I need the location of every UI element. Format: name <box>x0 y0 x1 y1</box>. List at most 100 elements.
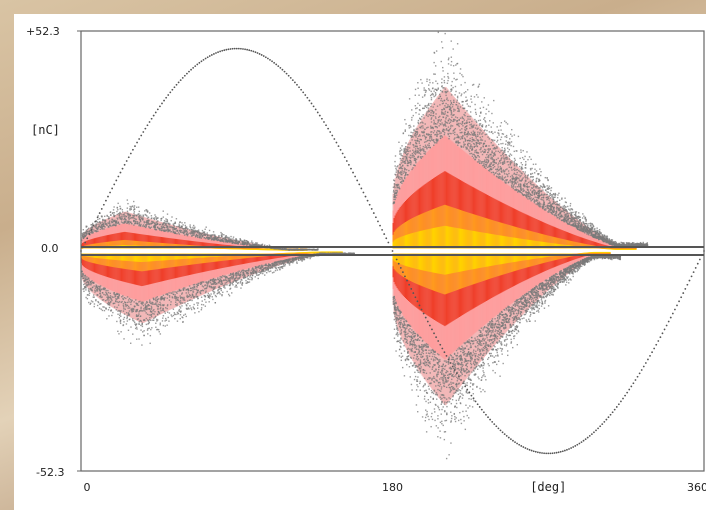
scatter-point <box>155 299 157 302</box>
scatter-point <box>198 233 200 235</box>
scatter-point <box>96 221 98 223</box>
scatter-point <box>107 297 109 299</box>
scatter-point <box>117 221 120 224</box>
scatter-point <box>218 291 220 294</box>
scatter-point <box>262 268 264 271</box>
scatter-point <box>98 223 100 226</box>
scatter-point <box>132 310 135 313</box>
scatter-point <box>279 268 281 270</box>
scatter-point <box>85 281 87 283</box>
scatter-point <box>119 319 122 321</box>
scatter-point <box>113 206 115 208</box>
scatter-point <box>127 299 130 301</box>
scatter-point <box>118 295 120 297</box>
scatter-point <box>176 311 179 314</box>
scatter-point <box>157 307 159 310</box>
scatter-point <box>241 281 244 284</box>
scatter-point <box>223 240 225 243</box>
scatter-point <box>236 273 239 275</box>
scatter-point <box>244 274 246 276</box>
scatter-point <box>92 301 94 303</box>
scatter-point <box>192 287 194 290</box>
scatter-point <box>98 307 101 310</box>
scatter-point <box>275 263 278 265</box>
scatter-point <box>197 302 200 304</box>
scatter-point <box>136 220 139 223</box>
scatter-point <box>135 214 138 217</box>
scatter-point <box>206 234 209 237</box>
scatter-point <box>186 305 188 307</box>
scatter-point <box>293 249 295 251</box>
scatter-point <box>175 218 178 220</box>
scatter-point <box>220 239 222 241</box>
scatter-point <box>147 319 149 321</box>
scatter-point <box>94 226 97 229</box>
scatter-point <box>112 296 114 298</box>
scatter-point <box>99 226 102 228</box>
scatter-point <box>228 237 230 240</box>
scatter-point <box>130 303 132 306</box>
scatter-point <box>159 229 161 231</box>
scatter-point <box>208 229 211 232</box>
scatter-point <box>127 307 129 309</box>
scatter-point <box>229 241 232 243</box>
scatter-point <box>196 286 198 288</box>
scatter-point <box>232 280 234 283</box>
scatter-point <box>131 307 133 310</box>
scatter-point <box>193 286 195 288</box>
scatter-point <box>203 237 205 239</box>
scatter-point <box>173 222 176 225</box>
scatter-point <box>121 300 123 303</box>
scatter-point <box>265 269 267 272</box>
scatter-point <box>204 291 207 294</box>
scatter-point <box>116 207 119 209</box>
scatter-point <box>179 314 182 316</box>
scatter-point <box>220 240 222 242</box>
scatter-point <box>157 217 159 219</box>
scatter-point <box>136 302 139 305</box>
scatter-point <box>112 212 114 214</box>
scatter-point <box>258 244 261 247</box>
scatter-point <box>239 276 241 279</box>
scatter-point <box>156 318 158 321</box>
scatter-point <box>84 232 87 234</box>
scatter-point <box>85 285 87 287</box>
scatter-point <box>155 303 157 306</box>
scatter-point <box>221 283 224 285</box>
scatter-point <box>146 300 148 303</box>
scatter-point <box>220 289 222 292</box>
scatter-point <box>277 248 280 250</box>
scatter-point <box>134 214 136 216</box>
scatter-point <box>239 273 242 276</box>
scatter-point <box>153 303 155 305</box>
scatter-point <box>206 236 208 239</box>
chart-panel: +52.3 [nC] 0.0 -52.3 0 180 [deg] 360 <box>14 14 706 510</box>
scatter-point <box>221 240 224 242</box>
scatter-point <box>128 313 130 315</box>
scatter-point <box>222 284 225 287</box>
scatter-point <box>101 296 103 298</box>
scatter-point <box>109 222 111 224</box>
scatter-point <box>239 238 241 241</box>
scatter-point <box>150 215 153 217</box>
scatter-point <box>211 238 214 240</box>
scatter-point <box>118 223 121 225</box>
scatter-point <box>149 299 151 301</box>
scatter-point <box>131 318 134 320</box>
scatter-point <box>232 281 234 284</box>
scatter-point <box>139 300 141 303</box>
scatter-point <box>223 275 225 278</box>
scatter-point <box>129 217 131 220</box>
scatter-point <box>177 298 179 300</box>
scatter-point <box>198 231 201 234</box>
scatter-point <box>258 273 260 276</box>
scatter-point <box>215 295 217 298</box>
scatter-point <box>175 291 178 293</box>
scatter-point <box>189 294 191 297</box>
scatter-point <box>163 220 166 222</box>
scatter-point <box>179 310 181 313</box>
scatter-point <box>239 274 241 277</box>
scatter-point <box>108 226 110 228</box>
scatter-point <box>249 278 251 281</box>
scatter-point <box>87 288 90 290</box>
